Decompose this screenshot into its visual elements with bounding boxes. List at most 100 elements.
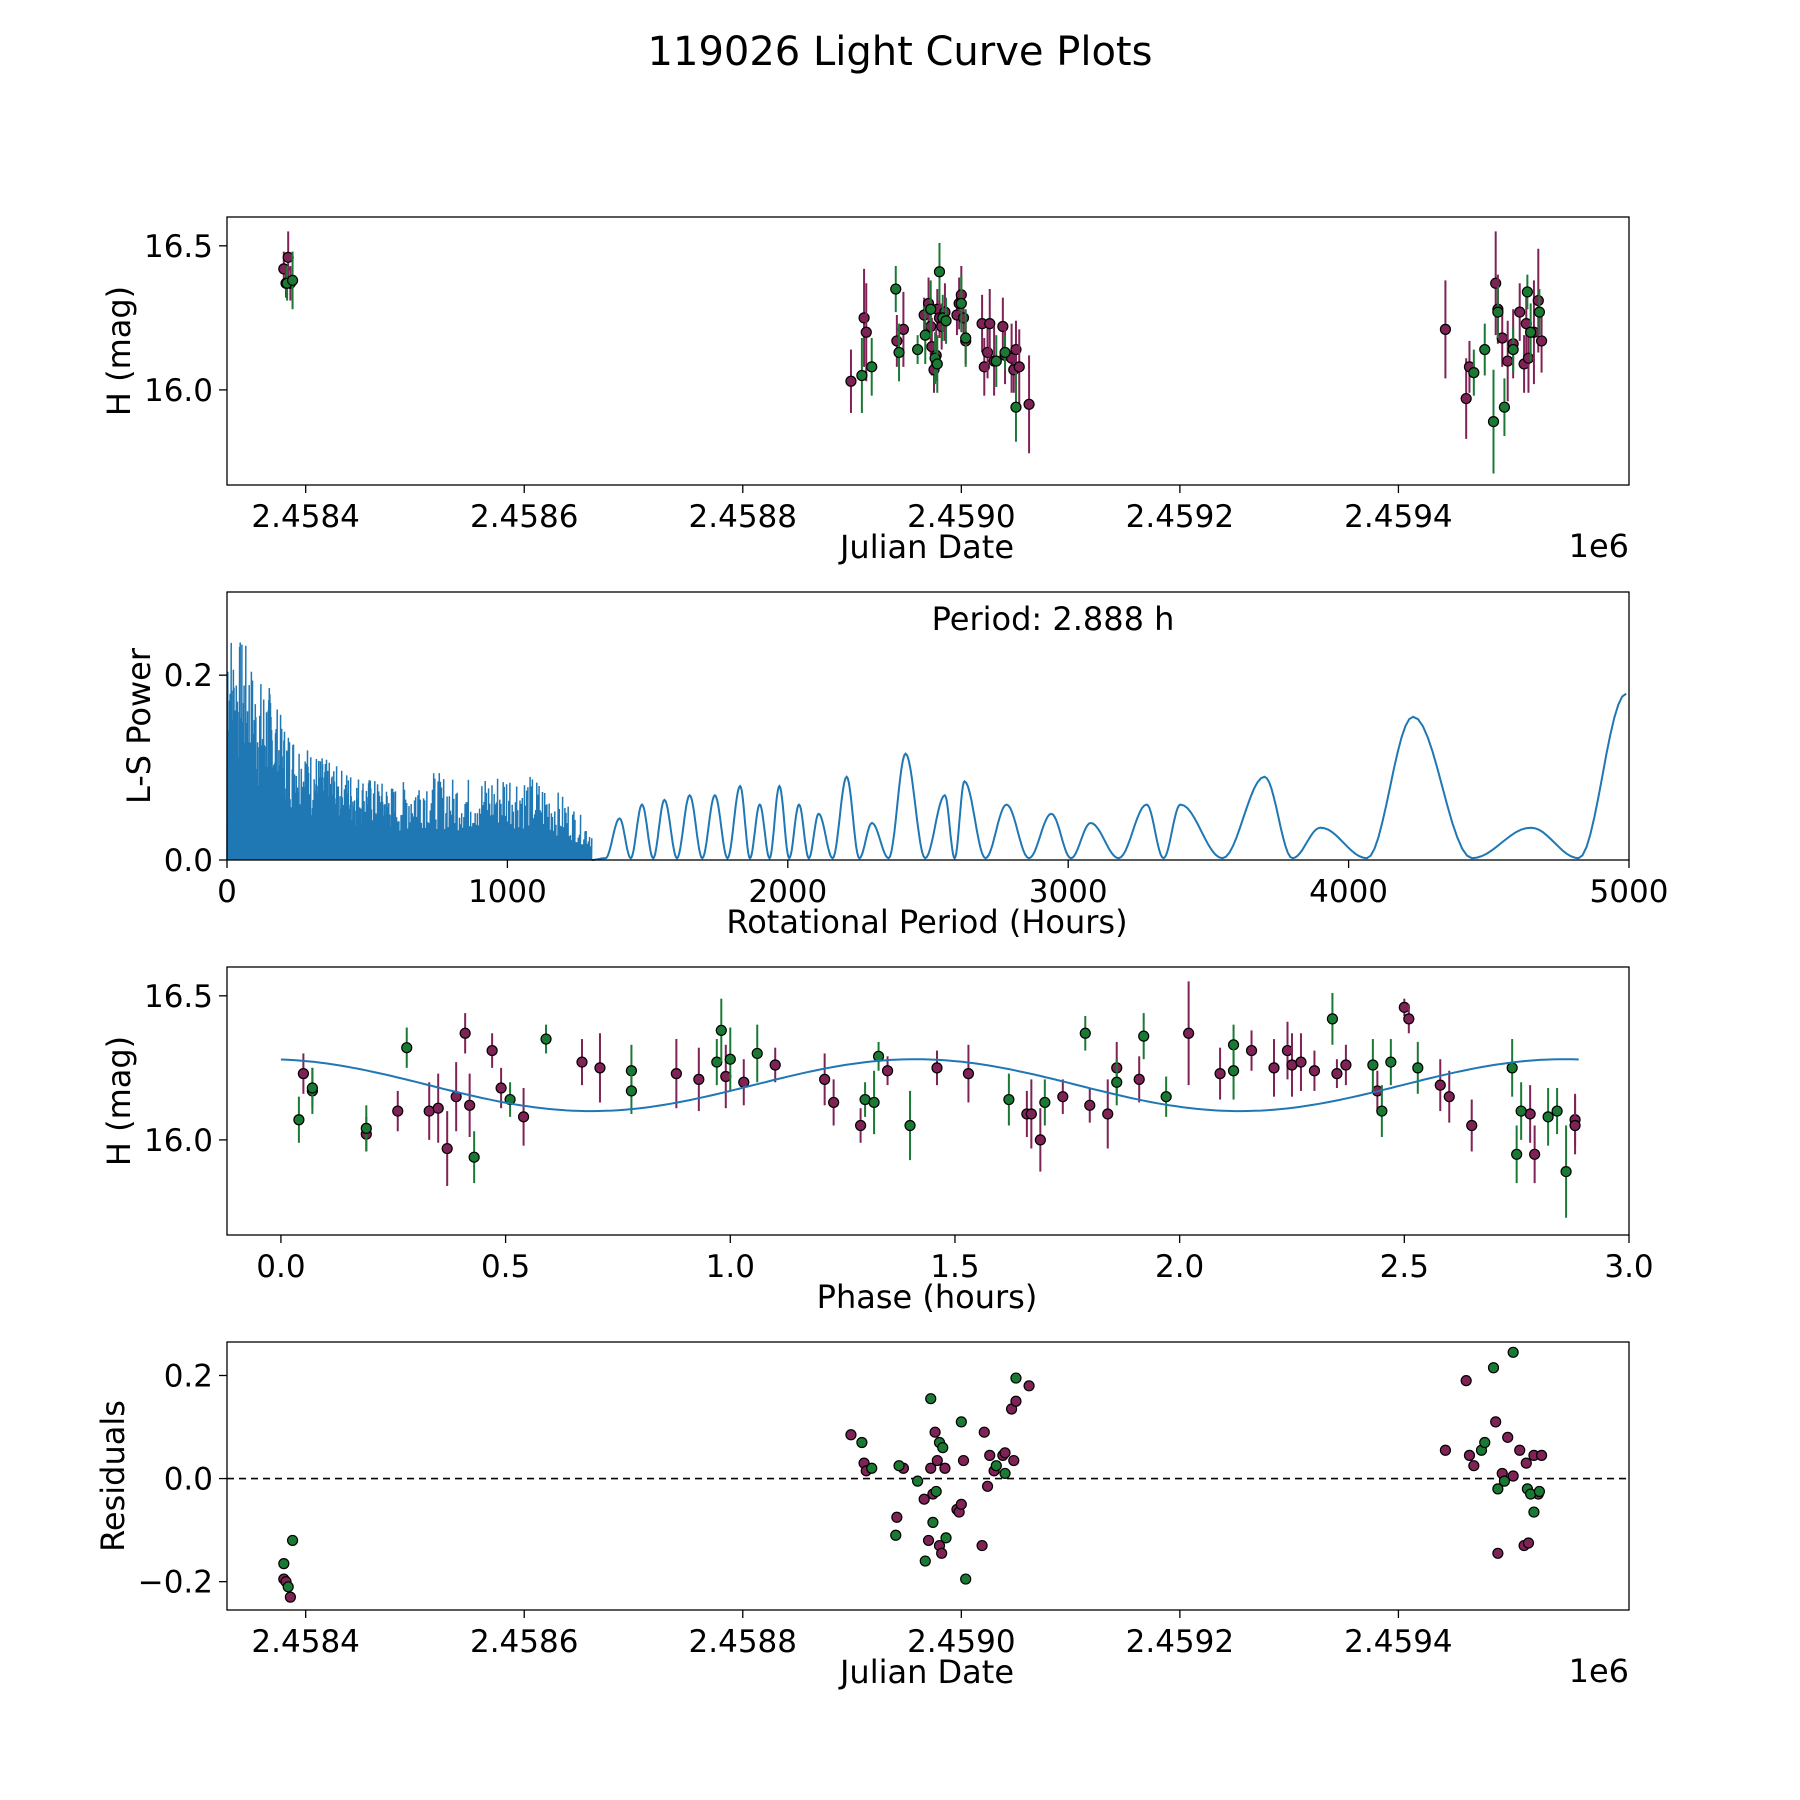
p3-point-red (693, 1073, 705, 1085)
p1-point-green (1533, 306, 1545, 318)
p4-point-green (286, 1534, 299, 1547)
p1-point-green (1498, 401, 1511, 413)
p3-point-red (392, 1105, 404, 1117)
p3-point-red (1529, 1148, 1541, 1160)
p4-x-tick-label: 2.4590 (907, 1624, 1015, 1660)
p1-point-green (940, 315, 952, 327)
p4-point-red (1520, 1457, 1532, 1469)
p2-x-tick-label: 5000 (1590, 874, 1669, 910)
p4-point-green (955, 1416, 967, 1428)
p2-marks (226, 642, 1627, 861)
p4-point-red (1463, 1449, 1476, 1461)
p4-point-green (1498, 1475, 1511, 1487)
p4-point-green (1533, 1485, 1545, 1498)
p4-point-red (955, 1498, 967, 1510)
p4-point-green (282, 1581, 294, 1593)
p1-point-red (1439, 323, 1452, 335)
panel-residuals: 2.4584 2.4586 2.4588 2.4590 2.4592 2.4594 −0.2… (94, 1341, 1630, 1691)
p3-point-green (1003, 1093, 1015, 1106)
p4-point-green (912, 1475, 924, 1487)
p3-point-red (670, 1068, 682, 1080)
p3-point-green (401, 1042, 413, 1054)
p3-frame (226, 966, 1630, 1236)
p3-point-red (1034, 1134, 1046, 1146)
p3-point-green (468, 1151, 480, 1163)
p1-x-tick-label: 2.4586 (470, 499, 578, 535)
p1-point-red (997, 320, 1009, 333)
p2-ylabel: L-S Power (120, 647, 158, 804)
p4-point-red (957, 1454, 970, 1467)
p3-point-green (306, 1082, 318, 1094)
p3-point-green (1551, 1105, 1563, 1117)
p4-point-red (284, 1591, 296, 1603)
p1-y-tick-label: 16.0 (144, 373, 213, 409)
p4-point-green (893, 1460, 905, 1472)
p4-ylabel: Residuals (94, 1400, 132, 1552)
p3-point-green (540, 1033, 552, 1045)
p1-point-green (1507, 343, 1519, 356)
p3-x-tick-label: 2.5 (1380, 1249, 1429, 1285)
p1-point-red (858, 312, 870, 324)
p4-point-green (940, 1532, 952, 1544)
p1-point-green (890, 283, 902, 295)
p2-xlabel: Rotational Period (Hours) (726, 903, 1127, 941)
p3-point-red (1434, 1079, 1446, 1091)
p3-point-green (1111, 1076, 1123, 1088)
p3-point-red (1295, 1056, 1307, 1068)
p4-point-red (976, 1539, 988, 1552)
p1-point-green (933, 266, 946, 278)
p4-point-green (1487, 1362, 1500, 1374)
p4-point-red (1507, 1470, 1519, 1482)
p3-point-green (1326, 1013, 1339, 1025)
p2-annotation: Period: 2.888 h (932, 600, 1175, 638)
p4-point-green (1010, 1372, 1022, 1384)
p3-x-tick-label: 0.5 (481, 1249, 530, 1285)
p1-point-green (999, 346, 1011, 359)
p1-point-red (891, 335, 903, 347)
p3-point-green (1138, 1030, 1150, 1042)
p1-point-green (1479, 343, 1491, 356)
p3-point-green (293, 1114, 305, 1126)
p2-x-tick-label: 3000 (1029, 874, 1108, 910)
p1-point-green (856, 369, 868, 382)
p1-point-red (1013, 361, 1025, 373)
p4-point-red (999, 1447, 1011, 1459)
p4-point-red (1010, 1395, 1022, 1407)
p4-point-green (919, 1555, 931, 1567)
p4-point-red (1502, 1431, 1514, 1443)
p3-point-green (1039, 1096, 1051, 1109)
panel-light-curve: 2.4584 2.4586 2.4588 2.4590 2.4592 2.4594 16.0… (100, 216, 1630, 566)
p3-point-red (1268, 1062, 1280, 1074)
p4-y-tick-label: 0.0 (164, 1462, 213, 1498)
p1-x-tick-label: 2.4594 (1344, 499, 1452, 535)
p4-y-tick-label: 0.2 (164, 1359, 213, 1395)
p1-point-red (860, 326, 872, 338)
p3-point-red (1133, 1073, 1145, 1085)
p3-point-green (1542, 1111, 1554, 1123)
p1-frame (226, 216, 1630, 486)
p2-x-tick-label: 2000 (748, 874, 827, 910)
p1-axes: 2.4584 2.4586 2.4588 2.4590 2.4592 2.4594 16.0… (144, 229, 1453, 535)
p3-point-green (1367, 1059, 1379, 1071)
p2-periodogram-forest (226, 642, 593, 861)
p4-point-red (922, 1534, 935, 1547)
p1-point-green (893, 346, 905, 359)
p3-point-green (868, 1096, 880, 1109)
p4-point-red (1008, 1454, 1020, 1467)
p4-point-red (1468, 1460, 1480, 1472)
p3-x-tick-label: 3.0 (1604, 1249, 1653, 1285)
p2-x-tick-label: 0 (217, 874, 237, 910)
p1-point-red (1532, 294, 1544, 307)
p3-point-green (1511, 1148, 1523, 1160)
p4-point-green (960, 1573, 972, 1585)
p1-point-green (1468, 367, 1480, 379)
p4-x-tick-label: 2.4588 (689, 1624, 797, 1660)
p3-point-red (1466, 1119, 1478, 1132)
p3-point-red (495, 1082, 507, 1094)
panel-periodogram: 0 1000 2000 3000 4000 5000 0.0 0.2 Period: 2.88… (120, 591, 1669, 941)
p3-point-red (464, 1099, 476, 1111)
p1-point-green (960, 332, 972, 344)
p4-x-tick-label: 2.4592 (1126, 1624, 1234, 1660)
p1-point-red (1490, 277, 1502, 289)
p4-point-green (999, 1467, 1011, 1480)
